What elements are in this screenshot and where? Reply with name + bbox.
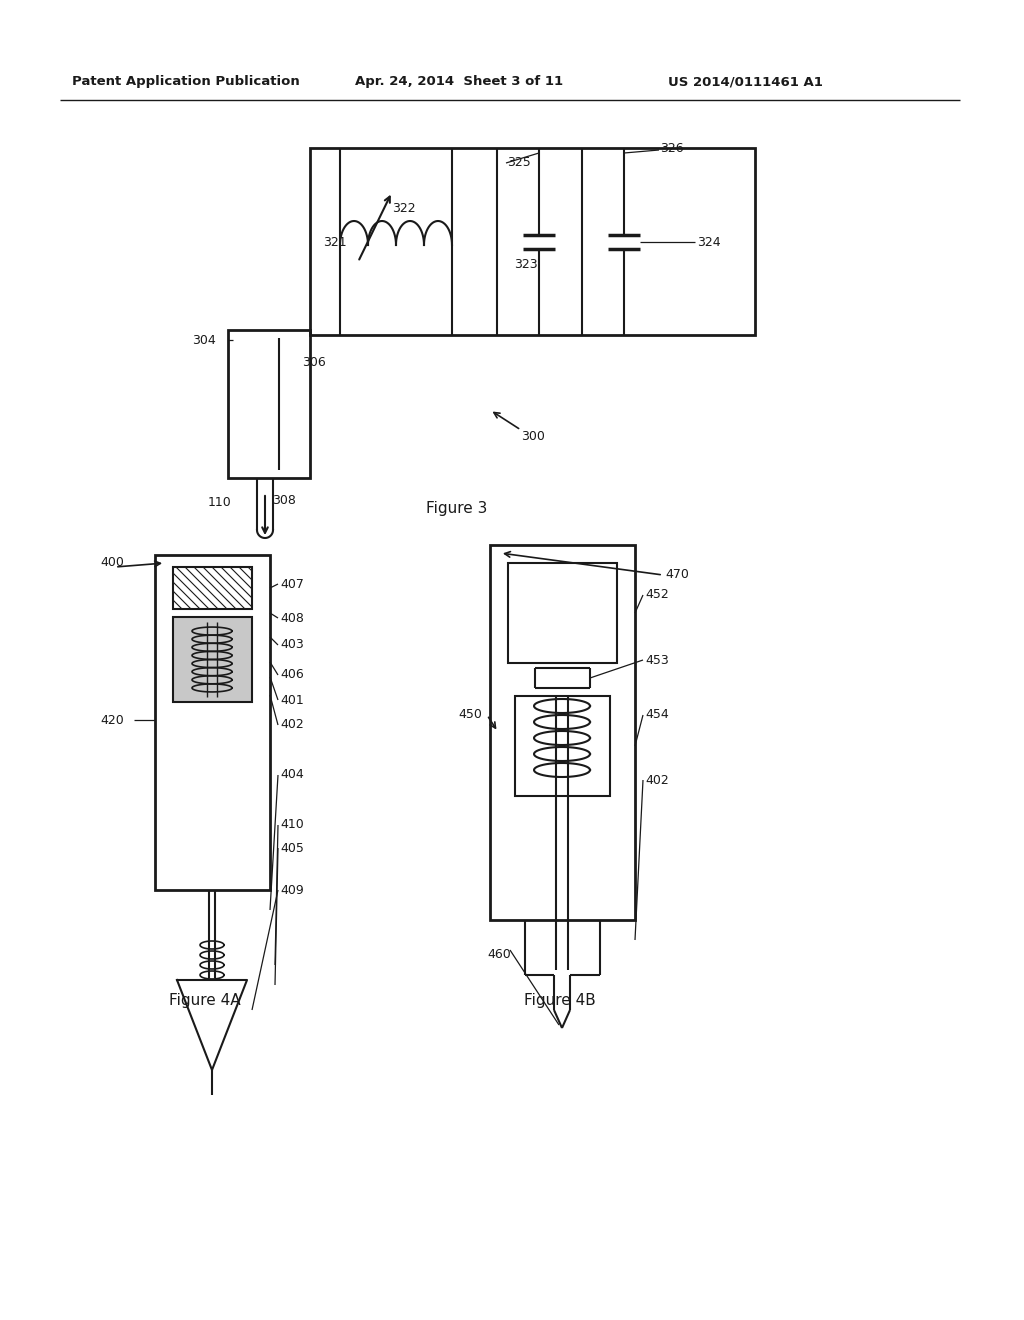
Text: 408: 408: [280, 611, 304, 624]
Polygon shape: [177, 979, 247, 1071]
Bar: [490, 545, 635, 920]
Text: 322: 322: [392, 202, 416, 214]
Bar: [310, 148, 755, 335]
Text: 324: 324: [697, 235, 721, 248]
Text: Figure 4B: Figure 4B: [524, 993, 596, 1007]
Text: 402: 402: [280, 718, 304, 731]
Text: 403: 403: [280, 639, 304, 652]
Text: 321: 321: [323, 236, 347, 249]
Text: US 2014/0111461 A1: US 2014/0111461 A1: [668, 75, 823, 88]
Text: 325: 325: [507, 156, 530, 169]
Text: 470: 470: [665, 569, 689, 582]
Text: 460: 460: [487, 949, 511, 961]
Bar: [173, 568, 252, 609]
Bar: [515, 696, 610, 796]
Text: 410: 410: [280, 818, 304, 832]
Text: 300: 300: [521, 430, 545, 444]
Text: 326: 326: [660, 141, 684, 154]
Text: 110: 110: [208, 496, 231, 510]
Bar: [155, 554, 270, 890]
Text: 402: 402: [645, 774, 669, 787]
Text: 420: 420: [100, 714, 124, 726]
Bar: [508, 564, 617, 663]
Text: 454: 454: [645, 709, 669, 722]
Bar: [228, 330, 310, 478]
Text: 407: 407: [280, 578, 304, 590]
Text: Figure 4A: Figure 4A: [169, 993, 241, 1007]
Text: 308: 308: [272, 494, 296, 507]
Text: 323: 323: [514, 259, 538, 272]
Text: 453: 453: [645, 653, 669, 667]
Text: Patent Application Publication: Patent Application Publication: [72, 75, 300, 88]
Text: 404: 404: [280, 768, 304, 781]
Text: Figure 3: Figure 3: [426, 500, 487, 516]
Text: 401: 401: [280, 693, 304, 706]
Text: 306: 306: [302, 356, 326, 370]
Text: 400: 400: [100, 556, 124, 569]
Text: 450: 450: [458, 709, 482, 722]
Text: 405: 405: [280, 842, 304, 854]
Text: 409: 409: [280, 883, 304, 896]
Text: 406: 406: [280, 668, 304, 681]
Text: 452: 452: [645, 589, 669, 602]
Text: 304: 304: [193, 334, 216, 346]
Text: Apr. 24, 2014  Sheet 3 of 11: Apr. 24, 2014 Sheet 3 of 11: [355, 75, 563, 88]
Bar: [173, 616, 252, 702]
